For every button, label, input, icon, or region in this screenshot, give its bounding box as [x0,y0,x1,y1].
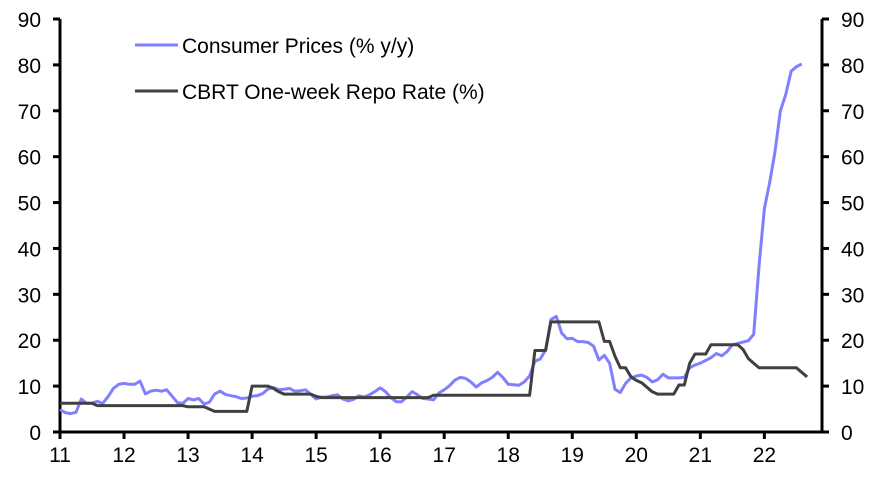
left-y-tick-label: 40 [18,238,41,261]
left-y-tick-label: 0 [29,422,41,445]
left-y-tick-label: 30 [18,284,41,307]
right-y-tick-label: 50 [841,193,864,216]
x-tick-label: 15 [304,444,327,467]
series-lines [59,62,809,416]
legend: Consumer Prices (% y/y) CBRT One-week Re… [135,35,485,104]
x-tick-label: 12 [112,444,135,467]
right-y-tick-label: 20 [841,330,864,353]
right-y-tick-label: 60 [841,147,864,170]
left-y-tick-label: 90 [18,9,41,32]
x-tick-label: 21 [689,444,712,467]
legend-label-repo-rate: CBRT One-week Repo Rate (%) [182,81,485,104]
x-tick-label: 18 [497,444,520,467]
axes: 0 0 10 10 20 20 30 30 40 40 50 50 60 60 70 70 80 80 90 90 11… [18,9,865,467]
x-tick-label: 19 [561,444,584,467]
series-line-consumer-prices [59,62,803,416]
left-y-tick-label: 70 [18,101,41,124]
left-y-tick-label: 60 [18,147,41,170]
x-tick-label: 16 [368,444,391,467]
series-line-repo-rate [60,320,809,413]
left-y-tick-label: 20 [18,330,41,353]
left-y-tick-label: 50 [18,193,41,216]
left-y-tick-label: 80 [18,55,41,78]
x-tick-label: 17 [433,444,456,467]
legend-label-consumer-prices: Consumer Prices (% y/y) [182,35,414,58]
x-tick-label: 11 [49,444,71,467]
right-y-tick-label: 80 [841,55,864,78]
right-y-tick-label: 90 [841,9,864,32]
right-y-tick-label: 0 [841,422,853,445]
right-y-tick-label: 10 [841,376,864,399]
x-tick-label: 14 [240,444,264,467]
x-tick-label: 20 [625,444,648,467]
right-y-tick-label: 30 [841,284,864,307]
x-tick-label: 22 [753,444,776,467]
right-y-tick-label: 70 [841,101,864,124]
left-y-tick-label: 10 [18,376,41,399]
x-tick-label: 13 [176,444,199,467]
right-y-tick-label: 40 [841,238,864,261]
